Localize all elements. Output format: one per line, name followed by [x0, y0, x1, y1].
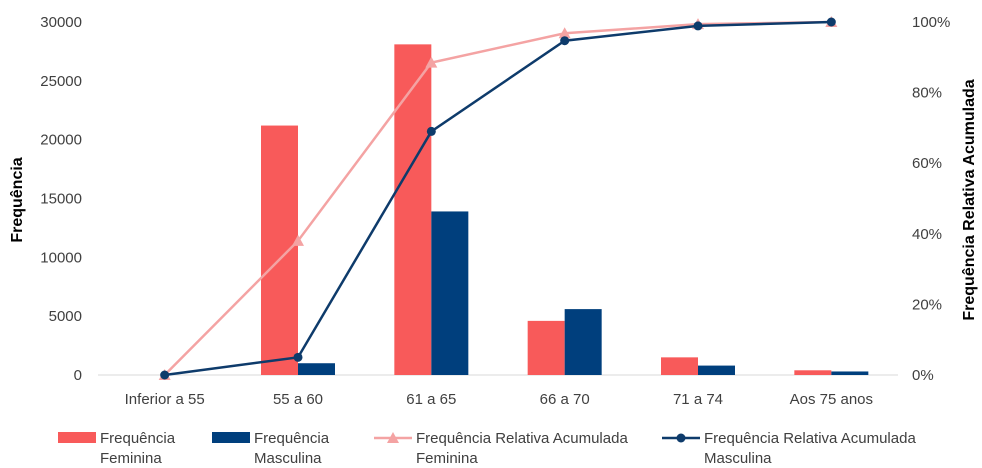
legend-label: Masculina: [254, 450, 322, 467]
right-tick-label: 40%: [912, 226, 942, 243]
legend-marker: [387, 432, 399, 443]
left-tick-label: 25000: [40, 73, 82, 90]
bar-masculina: [564, 309, 602, 375]
legend-label: Frequência: [100, 430, 176, 447]
legend: Frequência Feminina Frequência Masculina Fre…: [58, 430, 916, 467]
point-masculina: [426, 126, 436, 136]
point-feminina: [425, 56, 438, 68]
legend-swatch: [58, 432, 96, 443]
legend-label: Masculina: [704, 450, 772, 467]
x-tick-label: Aos 75 anos: [790, 391, 873, 408]
x-tick-label: 71 a 74: [673, 391, 723, 408]
bar-feminina: [261, 125, 298, 376]
bars: [261, 44, 869, 376]
right-tick-label: 20%: [912, 296, 942, 313]
left-axis-ticks: 0 5000 10000 15000 20000 25000 30000: [40, 14, 82, 384]
point-feminina: [558, 27, 571, 39]
legend-label: Feminina: [416, 450, 478, 467]
point-masculina: [160, 370, 170, 380]
bar-feminina: [394, 44, 432, 376]
left-tick-label: 10000: [40, 249, 82, 266]
x-tick-label: Inferior a 55: [125, 391, 205, 408]
bar-feminina: [527, 320, 565, 375]
right-tick-label: 100%: [912, 14, 950, 31]
point-feminina: [292, 234, 304, 246]
left-tick-label: 15000: [40, 191, 82, 208]
left-tick-label: 5000: [49, 308, 82, 325]
point-masculina: [826, 17, 836, 27]
legend-label: Frequência Relativa Acumulada: [416, 430, 628, 447]
left-tick-label: 0: [74, 367, 82, 384]
right-tick-label: 0%: [912, 367, 934, 384]
bar-masculina: [831, 371, 869, 375]
left-axis-title: Frequência: [9, 157, 26, 242]
bar-masculina: [298, 363, 335, 375]
point-masculina: [693, 21, 703, 31]
x-tick-label: 66 a 70: [540, 391, 590, 408]
x-tick-label: 61 a 65: [406, 391, 456, 408]
line-masculina: [164, 20, 832, 377]
left-tick-label: 30000: [40, 14, 82, 31]
point-masculina: [560, 36, 570, 46]
bar-masculina: [698, 365, 735, 375]
x-tick-label: 55 a 60: [273, 391, 323, 408]
legend-label: Frequência: [254, 430, 330, 447]
x-axis-ticks: Inferior a 55 55 a 60 61 a 65 66 a 70 71 a 7…: [125, 391, 873, 408]
bar-feminina: [794, 370, 832, 375]
right-tick-label: 80%: [912, 85, 942, 102]
point-masculina: [293, 352, 303, 362]
line-feminina: [163, 20, 832, 376]
left-tick-label: 20000: [40, 132, 82, 149]
right-tick-label: 60%: [912, 155, 942, 172]
right-axis-ticks: 0% 20% 40% 60% 80% 100%: [912, 14, 950, 384]
legend-marker: [676, 433, 686, 443]
legend-swatch: [212, 432, 250, 443]
bar-masculina: [431, 211, 469, 375]
legend-label: Frequência Relativa Acumulada: [704, 430, 916, 447]
cumulative-lines: [158, 16, 838, 380]
bar-feminina: [661, 357, 698, 375]
right-axis-title: Frequência Relativa Acumulada: [961, 79, 978, 320]
legend-label: Feminina: [100, 450, 162, 467]
